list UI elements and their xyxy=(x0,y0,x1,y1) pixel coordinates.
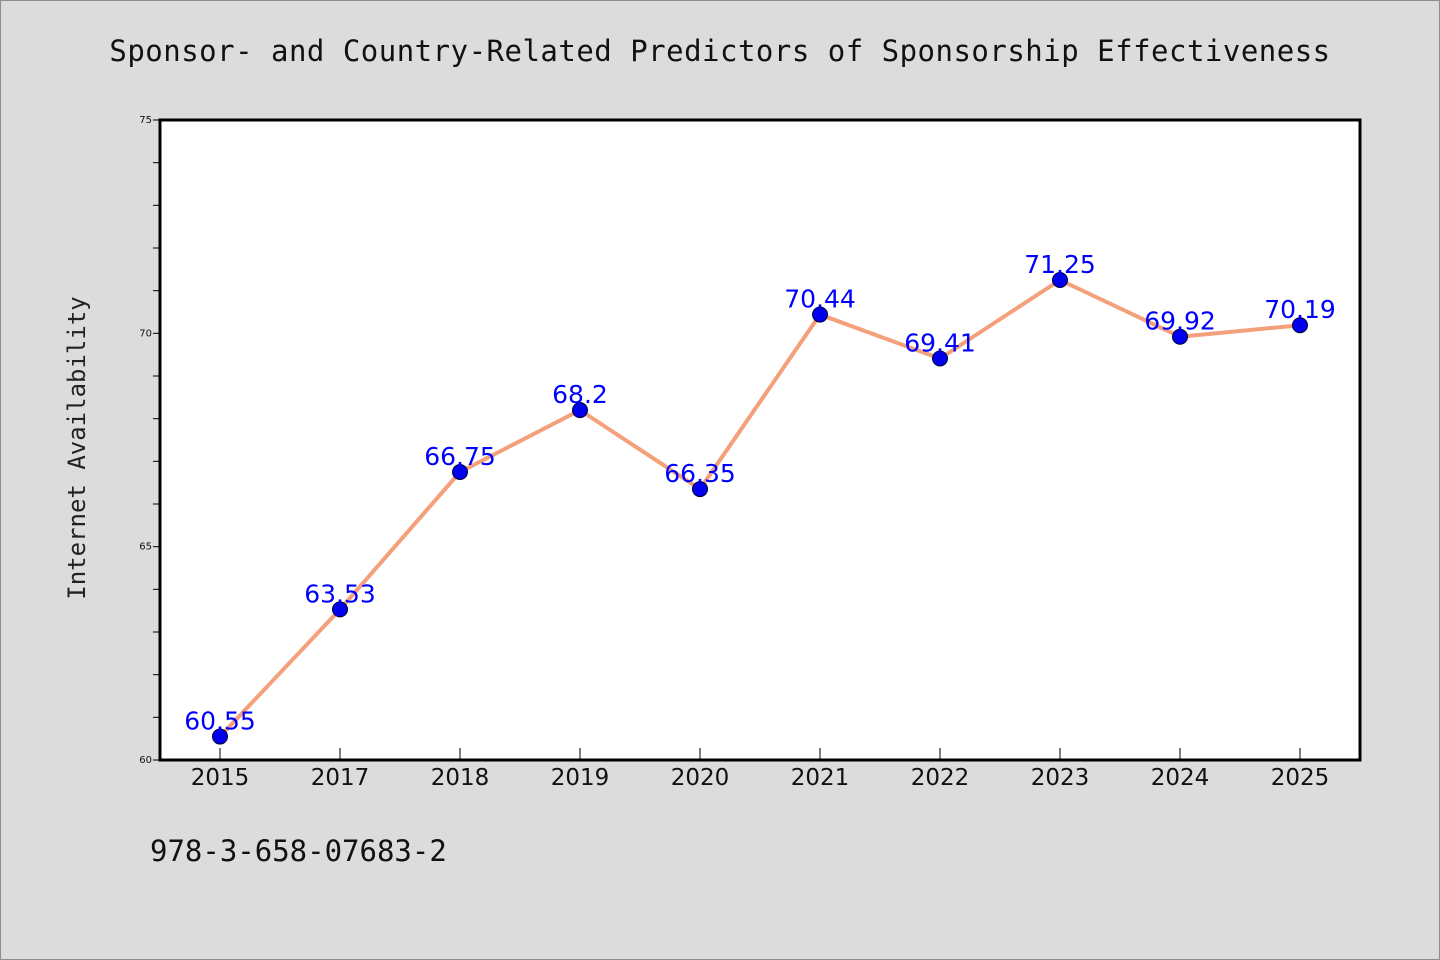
data-label: 69.41 xyxy=(904,329,976,358)
series-line xyxy=(218,278,1302,739)
y-tick-label: 75 xyxy=(139,115,152,126)
y-axis-label: Internet Availability xyxy=(63,296,91,599)
data-point xyxy=(452,464,468,480)
data-label: 63.53 xyxy=(304,579,376,608)
chart-title: Sponsor- and Country-Related Predictors … xyxy=(109,34,1331,68)
data-point xyxy=(1292,317,1308,334)
data-point xyxy=(1172,328,1188,345)
series-group: 60.55 63.53 66.75 68.2 66.35 70.44 69.41 71.25 6… xyxy=(184,250,1336,745)
x-tick-label: 2025 xyxy=(1271,765,1330,791)
isbn-footer-text: 978-3-658-07683-2 xyxy=(150,834,447,868)
data-label: 70.19 xyxy=(1264,295,1336,324)
x-axis: 2015 2017 2018 2019 2020 2021 2022 2023 2024 2025 xyxy=(191,748,1330,791)
data-label: 68.2 xyxy=(552,380,608,409)
data-point xyxy=(932,350,948,367)
data-point xyxy=(332,601,348,618)
data-label: 71.25 xyxy=(1024,250,1096,279)
x-tick-label: 2020 xyxy=(671,765,730,791)
x-tick-label: 2023 xyxy=(1031,765,1090,791)
x-tick-label: 2019 xyxy=(551,765,610,791)
x-tick-label: 2022 xyxy=(911,765,970,791)
data-label: 60.55 xyxy=(184,707,256,736)
data-point xyxy=(692,481,708,498)
x-tick-label: 2021 xyxy=(791,765,850,791)
data-label: 66.35 xyxy=(664,459,736,488)
y-axis: 60 65 70 75 xyxy=(139,115,160,766)
plot-area xyxy=(158,118,1362,762)
y-tick-label: 60 xyxy=(139,755,152,766)
data-point xyxy=(572,402,588,419)
x-tick-label: 2017 xyxy=(311,765,370,791)
data-label: 66.75 xyxy=(424,442,496,471)
x-tick-label: 2015 xyxy=(191,765,250,791)
data-label: 69.92 xyxy=(1144,307,1216,336)
x-tick-label: 2018 xyxy=(431,765,490,791)
data-point xyxy=(212,728,228,745)
y-tick-label: 65 xyxy=(139,542,152,553)
x-tick-label: 2024 xyxy=(1151,765,1210,791)
data-point xyxy=(812,306,828,323)
y-tick-label: 70 xyxy=(139,328,152,339)
data-label: 70.44 xyxy=(784,285,856,314)
data-point xyxy=(1052,272,1068,288)
